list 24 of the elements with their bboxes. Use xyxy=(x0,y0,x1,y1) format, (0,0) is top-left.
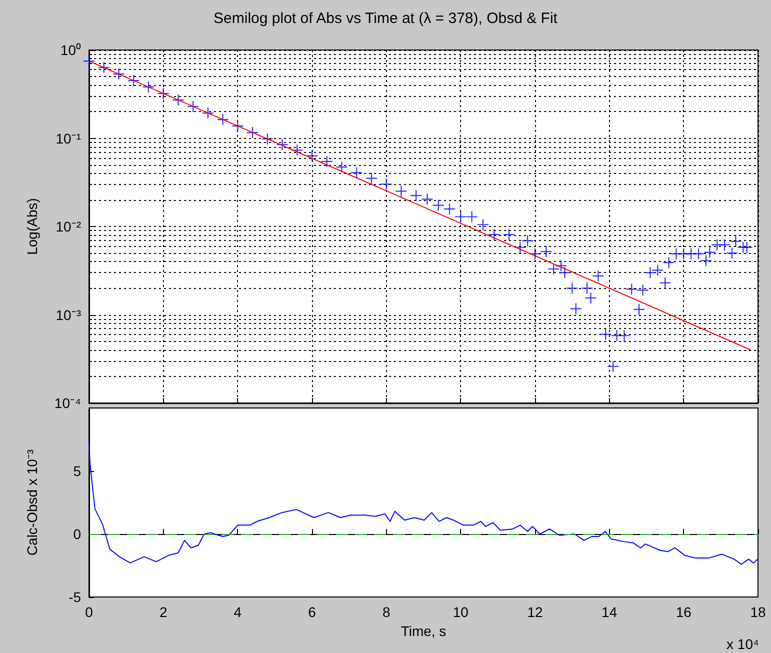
text: x 10⁴ xyxy=(726,636,760,652)
x-tick-label: 12 xyxy=(527,604,543,620)
y-tick-label: 10⁰ xyxy=(60,42,81,58)
chart-title: Semilog plot of Abs vs Time at (λ = 378), Obsd & Fit xyxy=(214,10,558,27)
y-tick-label: 10⁻¹ xyxy=(56,130,82,146)
y-tick-label: 0 xyxy=(73,526,82,542)
x-tick-label: 0 xyxy=(85,604,94,620)
x-tick-label: 8 xyxy=(382,604,390,620)
x-tick-label: 2 xyxy=(159,604,168,620)
x-tick-label: 10 xyxy=(452,604,469,620)
y-tick-label: 10⁻³ xyxy=(56,306,82,323)
x-tick-label: 18 xyxy=(750,604,766,620)
x-tick-label: 14 xyxy=(602,604,618,620)
x-tick-label: 6 xyxy=(308,604,316,620)
y-axis-title: Calc-Obsd x 10⁻³ xyxy=(24,449,40,556)
y-axis-title: Log(Abs) xyxy=(24,198,40,255)
line-series xyxy=(88,444,758,565)
y-tick-label: 10⁻⁴ xyxy=(54,395,81,411)
x-axis-title: Time, s xyxy=(400,622,446,639)
y-tick-label: -5 xyxy=(68,589,82,605)
x-tick-label: 4 xyxy=(234,604,242,620)
x-tick-label: 16 xyxy=(676,604,692,620)
y-tick-label: 10⁻² xyxy=(56,218,82,234)
y-tick-label: 5 xyxy=(73,463,82,479)
